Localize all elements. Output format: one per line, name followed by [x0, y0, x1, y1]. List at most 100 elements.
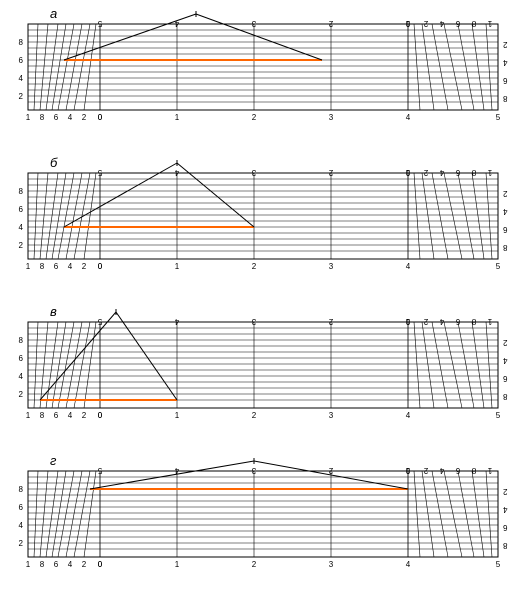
svg-text:6: 6 [455, 19, 460, 28]
svg-text:4: 4 [439, 168, 444, 177]
svg-text:8: 8 [502, 392, 507, 401]
svg-text:4: 4 [502, 207, 507, 216]
svg-text:8: 8 [502, 243, 507, 252]
svg-text:2: 2 [423, 19, 428, 28]
svg-text:4: 4 [19, 74, 24, 83]
svg-text:1: 1 [487, 19, 492, 28]
svg-text:4: 4 [406, 411, 411, 420]
svg-text:5: 5 [97, 317, 102, 326]
svg-text:5: 5 [97, 466, 102, 475]
svg-text:8: 8 [471, 19, 476, 28]
svg-text:6: 6 [502, 225, 507, 234]
svg-text:2: 2 [252, 262, 257, 271]
svg-text:6: 6 [19, 205, 24, 214]
svg-text:8: 8 [40, 113, 45, 122]
svg-text:4: 4 [68, 113, 73, 122]
svg-text:6: 6 [455, 168, 460, 177]
svg-text:0: 0 [405, 19, 410, 28]
panel-label: а [50, 6, 57, 21]
panel-label: в [50, 304, 57, 319]
svg-text:1: 1 [26, 262, 31, 271]
svg-text:8: 8 [19, 336, 24, 345]
nomogram-panel-2: в1864200123455432102468186422468 [10, 308, 505, 433]
panel-label: г [50, 453, 56, 468]
svg-text:2: 2 [502, 40, 507, 49]
svg-text:0: 0 [98, 560, 103, 569]
panel-label: б [50, 155, 57, 170]
svg-text:3: 3 [329, 560, 334, 569]
svg-text:2: 2 [82, 411, 87, 420]
svg-text:6: 6 [54, 560, 59, 569]
svg-text:2: 2 [252, 560, 257, 569]
svg-text:2: 2 [502, 189, 507, 198]
svg-text:5: 5 [496, 113, 501, 122]
svg-text:0: 0 [405, 466, 410, 475]
svg-text:4: 4 [502, 58, 507, 67]
svg-text:2: 2 [502, 487, 507, 496]
svg-text:1: 1 [487, 317, 492, 326]
svg-text:2: 2 [328, 317, 333, 326]
svg-text:6: 6 [19, 354, 24, 363]
svg-text:2: 2 [423, 466, 428, 475]
svg-text:3: 3 [329, 411, 334, 420]
nomogram-panel-1: б1864200123455432102468186422468 [10, 159, 505, 284]
svg-text:2: 2 [19, 539, 24, 548]
svg-text:0: 0 [405, 317, 410, 326]
svg-text:2: 2 [82, 262, 87, 271]
svg-text:8: 8 [502, 541, 507, 550]
svg-text:4: 4 [406, 262, 411, 271]
svg-text:4: 4 [174, 19, 179, 28]
svg-text:8: 8 [471, 317, 476, 326]
svg-text:6: 6 [19, 503, 24, 512]
svg-text:4: 4 [19, 372, 24, 381]
svg-text:2: 2 [502, 338, 507, 347]
svg-text:8: 8 [40, 262, 45, 271]
svg-text:4: 4 [19, 223, 24, 232]
svg-text:6: 6 [54, 113, 59, 122]
svg-text:3: 3 [329, 113, 334, 122]
svg-text:3: 3 [251, 317, 256, 326]
svg-text:6: 6 [19, 56, 24, 65]
svg-text:4: 4 [68, 262, 73, 271]
svg-text:2: 2 [423, 317, 428, 326]
svg-text:6: 6 [455, 317, 460, 326]
svg-text:2: 2 [328, 168, 333, 177]
svg-text:2: 2 [328, 466, 333, 475]
svg-text:2: 2 [328, 19, 333, 28]
svg-text:4: 4 [439, 466, 444, 475]
svg-text:2: 2 [19, 241, 24, 250]
svg-text:5: 5 [97, 19, 102, 28]
svg-text:4: 4 [174, 317, 179, 326]
svg-text:2: 2 [19, 92, 24, 101]
svg-text:4: 4 [406, 560, 411, 569]
svg-text:0: 0 [98, 411, 103, 420]
svg-text:8: 8 [19, 187, 24, 196]
svg-text:1: 1 [26, 411, 31, 420]
svg-text:2: 2 [252, 113, 257, 122]
svg-text:6: 6 [502, 523, 507, 532]
svg-text:3: 3 [251, 466, 256, 475]
svg-text:3: 3 [251, 19, 256, 28]
svg-text:1: 1 [175, 113, 180, 122]
svg-text:4: 4 [19, 521, 24, 530]
svg-text:4: 4 [502, 505, 507, 514]
svg-text:4: 4 [68, 560, 73, 569]
svg-text:2: 2 [19, 390, 24, 399]
svg-text:0: 0 [98, 113, 103, 122]
svg-text:6: 6 [54, 411, 59, 420]
svg-text:6: 6 [54, 262, 59, 271]
svg-text:4: 4 [174, 168, 179, 177]
svg-text:5: 5 [496, 262, 501, 271]
svg-text:1: 1 [175, 560, 180, 569]
svg-text:8: 8 [40, 411, 45, 420]
svg-text:8: 8 [19, 485, 24, 494]
svg-text:2: 2 [423, 168, 428, 177]
svg-text:4: 4 [174, 466, 179, 475]
svg-text:8: 8 [502, 94, 507, 103]
svg-text:4: 4 [502, 356, 507, 365]
svg-text:5: 5 [496, 411, 501, 420]
svg-text:2: 2 [252, 411, 257, 420]
svg-text:5: 5 [496, 560, 501, 569]
svg-text:4: 4 [68, 411, 73, 420]
svg-text:0: 0 [98, 262, 103, 271]
